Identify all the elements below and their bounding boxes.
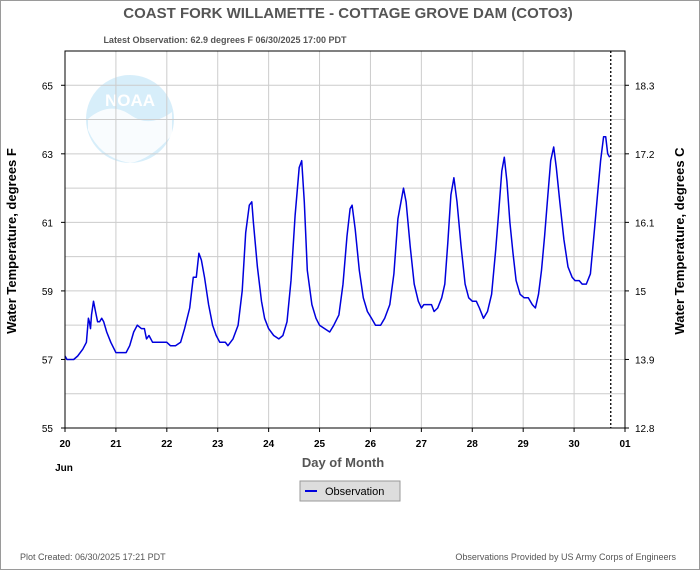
x-tick-label: 26 <box>365 439 377 450</box>
y-tick-label-right: 16.1 <box>635 218 655 229</box>
chart-subtitle: Latest Observation: 62.9 degrees F 06/30… <box>103 35 347 45</box>
legend: Observation <box>299 480 401 502</box>
chart-title: COAST FORK WILLAMETTE - COTTAGE GROVE DA… <box>123 5 572 22</box>
x-tick-label: 01 <box>619 439 631 450</box>
y-tick-label-left: 65 <box>42 81 54 92</box>
y-tick-label-left: 61 <box>42 218 54 229</box>
plot-area-border <box>64 50 626 429</box>
y-tick-label-right: 15 <box>635 287 647 298</box>
series-line-observation <box>64 135 611 361</box>
y-tick-label-right: 13.9 <box>635 355 655 366</box>
x-tick-label: 20 <box>59 439 71 450</box>
x-tick-label: 29 <box>518 439 530 450</box>
y-axis-label-right: Water Temperature, degrees C <box>672 147 687 335</box>
y-tick-label-left: 55 <box>42 424 54 435</box>
x-axis-label: Day of Month <box>302 455 384 470</box>
y-tick-label-left: 57 <box>42 355 54 366</box>
series-layer <box>64 51 612 428</box>
noaa-logo: NOAA <box>86 75 174 163</box>
noaa-logo-text: NOAA <box>105 91 155 110</box>
y-axis-label-left: Water Temperature, degrees F <box>4 148 19 334</box>
y-tick-label-left: 63 <box>42 150 54 161</box>
y-tick-label-right: 18.3 <box>635 81 655 92</box>
x-tick-label: 25 <box>314 439 326 450</box>
x-tick-label: 22 <box>161 439 173 450</box>
footer-right: Observations Provided by US Army Corps o… <box>455 552 676 562</box>
legend-label: Observation <box>325 486 384 498</box>
x-tick-label: 21 <box>110 439 122 450</box>
x-tick-label: 24 <box>263 439 275 450</box>
x-tick-label: 23 <box>212 439 224 450</box>
footer-left: Plot Created: 06/30/2025 17:21 PDT <box>20 552 166 562</box>
x-tick-label: 28 <box>467 439 479 450</box>
legend-box <box>299 480 401 502</box>
axis-ticks: 20 21 22 23 24 25 26 27 28 29 30 01 55 12.8 57 13.9 59 15… <box>42 81 655 450</box>
y-tick-label-left: 59 <box>42 287 54 298</box>
x-month-label: Jun <box>55 463 73 474</box>
x-tick-label: 30 <box>569 439 581 450</box>
y-tick-label-right: 17.2 <box>635 150 655 161</box>
x-tick-label: 27 <box>416 439 428 450</box>
y-tick-label-right: 12.8 <box>635 424 655 435</box>
